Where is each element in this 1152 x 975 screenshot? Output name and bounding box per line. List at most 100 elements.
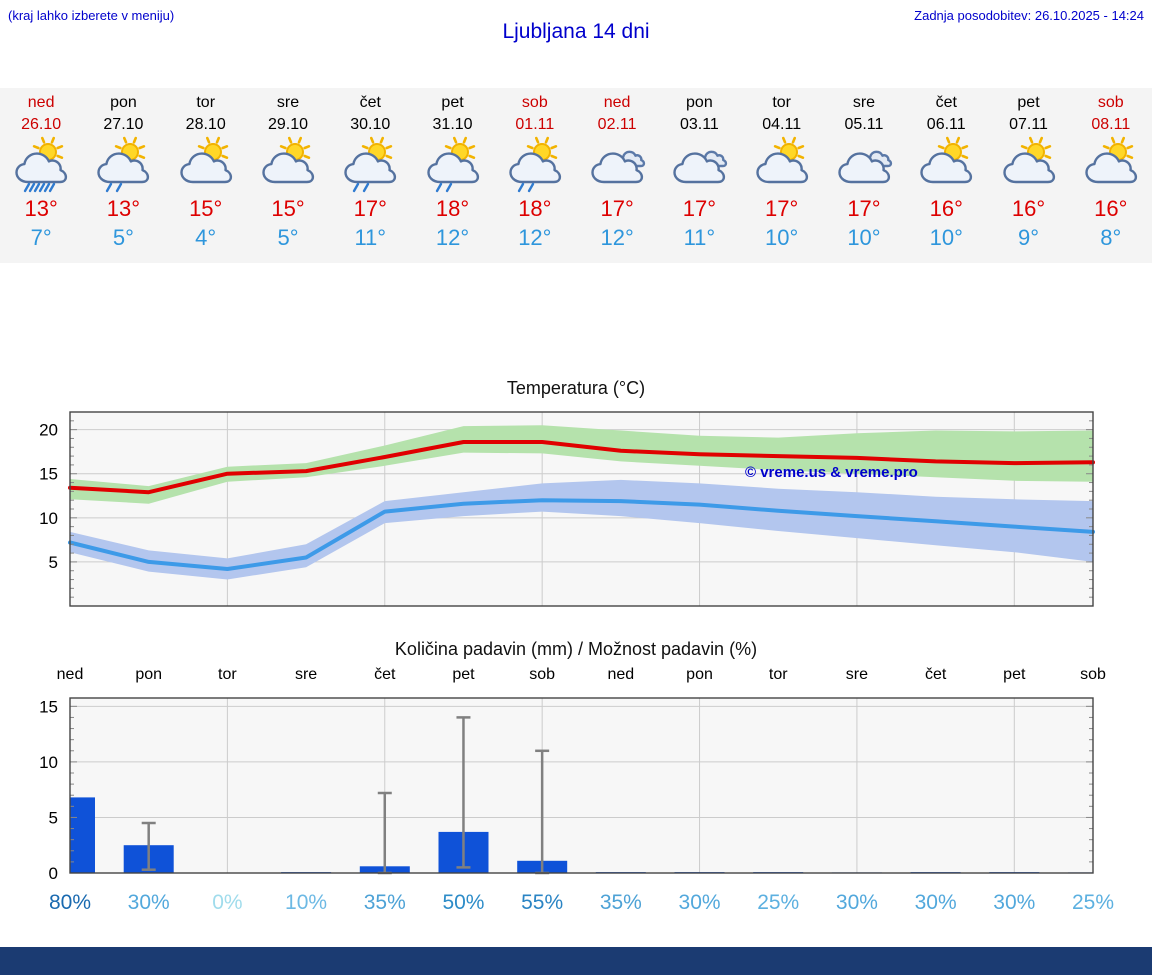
forecast-day: čet 30.10 17° 11° xyxy=(329,88,411,263)
day-date: 27.10 xyxy=(103,116,144,133)
svg-text:20: 20 xyxy=(39,421,58,440)
precip-probability: 0% xyxy=(212,891,243,914)
forecast-day: pon 03.11 17° 11° xyxy=(658,88,740,263)
page-header: (kraj lahko izberete v meniju) Ljubljana… xyxy=(0,0,1152,88)
sun-cloud-drizzle-icon xyxy=(82,136,164,194)
day-name: pet xyxy=(441,94,464,111)
day-high-temp: 17° xyxy=(765,196,799,221)
watermark: © vreme.us & vreme.pro xyxy=(745,464,918,481)
precip-day-label: pon xyxy=(686,666,713,683)
day-date: 30.10 xyxy=(350,116,391,133)
day-name: čet xyxy=(935,94,957,111)
forecast-day: sob 08.11 16° 8° xyxy=(1070,88,1152,263)
cloudy-icon xyxy=(576,136,658,194)
precip-probability: 35% xyxy=(599,891,642,914)
day-date: 07.11 xyxy=(1009,116,1048,133)
day-date: 28.10 xyxy=(185,116,226,133)
precip-day-label: sob xyxy=(529,666,556,683)
cloudy-icon xyxy=(658,136,740,194)
svg-text:10: 10 xyxy=(39,753,58,772)
forecast-strip: ned 26.10 13° 7° pon 27.10 13° 5° tor 28.10 15° 4° s… xyxy=(0,88,1152,263)
day-low-temp: 9° xyxy=(1017,225,1040,250)
forecast-day: pon 27.10 13° 5° xyxy=(82,88,164,263)
forecast-day: sre 05.11 17° 10° xyxy=(823,88,905,263)
forecast-day: sre 29.10 15° 5° xyxy=(247,88,329,263)
forecast-day: tor 28.10 15° 4° xyxy=(165,88,247,263)
day-high-temp: 17° xyxy=(682,196,717,221)
day-name: pet xyxy=(1017,94,1040,111)
precip-probability: 80% xyxy=(48,891,92,914)
day-low-temp: 4° xyxy=(195,225,217,250)
day-name: tor xyxy=(772,94,791,111)
forecast-day: pet 31.10 18° 12° xyxy=(411,88,493,263)
day-high-temp: 16° xyxy=(1094,196,1128,221)
day-high-temp: 15° xyxy=(189,196,223,221)
day-high-temp: 17° xyxy=(353,196,387,221)
day-date: 05.11 xyxy=(844,116,884,133)
precip-day-label: ned xyxy=(56,666,84,683)
forecast-day: ned 26.10 13° 7° xyxy=(0,88,82,263)
day-date: 06.11 xyxy=(926,116,966,133)
precipitation-section: Količina padavin (mm) / Možnost padavin … xyxy=(0,636,1152,923)
min-temperature-line xyxy=(68,498,1095,571)
precip-day-label: pon xyxy=(135,666,163,683)
day-name: ned xyxy=(27,94,55,111)
day-name: sob xyxy=(521,94,548,111)
day-date: 08.11 xyxy=(1091,116,1131,133)
svg-text:5: 5 xyxy=(49,808,58,827)
precipitation-chart-title: Količina padavin (mm) / Možnost padavin … xyxy=(394,639,758,659)
day-high-temp: 13° xyxy=(106,196,141,221)
day-high-temp: 15° xyxy=(271,196,305,221)
day-high-temp: 16° xyxy=(929,196,963,221)
day-date: 31.10 xyxy=(432,116,473,133)
precip-probability: 50% xyxy=(442,891,485,914)
day-low-temp: 12° xyxy=(600,225,634,250)
day-low-temp: 12° xyxy=(518,225,552,250)
day-name: pon xyxy=(686,94,713,111)
precip-probability: 30% xyxy=(678,891,721,914)
day-name: čet xyxy=(359,94,381,111)
day-high-temp: 18° xyxy=(435,196,470,221)
svg-text:10: 10 xyxy=(39,509,58,528)
svg-text:0: 0 xyxy=(49,864,58,883)
day-high-temp: 17° xyxy=(600,196,634,221)
sun-cloud-drizzle-icon xyxy=(494,136,576,194)
precip-probability: 30% xyxy=(993,891,1036,914)
precip-probability-row: 80% 30% 0% 10% 35% 50% 55% 35% 30% 25% 30% 30% 30% 25… xyxy=(0,885,1152,923)
precip-probability: 55% xyxy=(521,891,564,914)
day-high-temp: 13° xyxy=(24,196,58,221)
temperature-section: Temperatura (°C) 5 10 15 20 © vreme.us & vre… xyxy=(0,375,1152,612)
day-low-temp: 11° xyxy=(683,225,716,250)
precip-probability: 30% xyxy=(914,891,957,914)
day-low-temp: 5° xyxy=(277,225,299,250)
precip-day-label: sre xyxy=(294,666,318,683)
day-name: sre xyxy=(276,94,300,111)
cloudy-icon xyxy=(823,136,905,194)
day-date: 01.11 xyxy=(515,116,555,133)
temperature-chart: 5 10 15 20 © vreme.us & vreme.pro xyxy=(39,411,1095,607)
day-low-temp: 12° xyxy=(435,225,470,250)
precip-day-label: pet xyxy=(452,666,475,683)
day-name: sre xyxy=(852,94,876,111)
precip-probability: 25% xyxy=(1071,891,1115,914)
precip-day-labels: ned pon tor sre čet pet sob ned pon tor sre čet pet s… xyxy=(0,662,1152,690)
precip-day-label: pet xyxy=(1003,666,1026,683)
sun-cloud-icon xyxy=(905,136,987,194)
precip-probability: 30% xyxy=(127,891,170,914)
forecast-day: pet 07.11 16° 9° xyxy=(987,88,1069,263)
day-low-temp: 5° xyxy=(112,225,134,250)
day-date: 03.11 xyxy=(679,116,719,133)
min-temperature-range-band xyxy=(70,479,1093,580)
max-temperature-line xyxy=(68,440,1095,495)
forecast-day: sob 01.11 18° 12° xyxy=(494,88,576,263)
precip-day-label: čet xyxy=(924,666,947,683)
precip-day-label: sob xyxy=(1080,666,1106,683)
sun-cloud-icon xyxy=(1070,136,1152,194)
precip-day-label: ned xyxy=(607,666,635,683)
footer-bar xyxy=(0,947,1152,975)
day-name: sob xyxy=(1097,94,1124,111)
precip-bar xyxy=(70,797,95,873)
forecast-day: tor 04.11 17° 10° xyxy=(741,88,823,263)
precip-probability: 25% xyxy=(757,891,800,914)
day-date: 26.10 xyxy=(21,116,62,133)
